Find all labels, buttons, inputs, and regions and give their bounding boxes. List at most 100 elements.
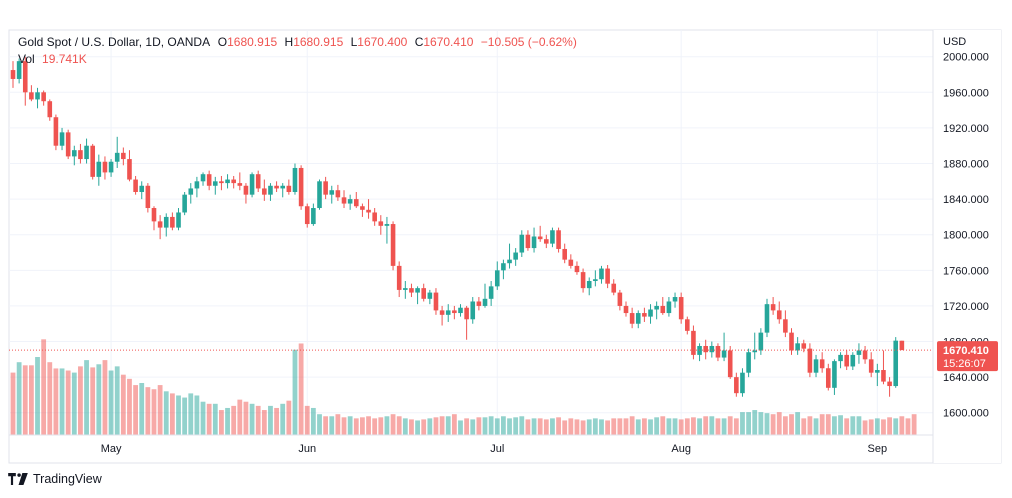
- volume-bar: [78, 366, 83, 435]
- volume-bar: [145, 387, 151, 435]
- candle-body: [139, 185, 145, 192]
- volume-bar: [844, 418, 850, 435]
- candle-body: [255, 174, 261, 189]
- x-tick-label: May: [101, 443, 122, 455]
- volume-bar: [740, 412, 745, 435]
- volume-bar: [513, 417, 519, 435]
- candle-body: [862, 350, 868, 360]
- candle-body: [660, 305, 666, 314]
- y-tick-label: 1880.000: [943, 159, 989, 171]
- candle-body: [16, 61, 22, 79]
- candle-body: [476, 301, 482, 306]
- candle-body: [390, 224, 396, 266]
- volume-bar: [648, 419, 653, 435]
- candle-body: [372, 212, 377, 222]
- volume-bar: [384, 416, 390, 435]
- candle-body: [360, 206, 365, 210]
- candle-body: [672, 297, 678, 302]
- candle-body: [206, 174, 212, 186]
- volume-bar: [488, 416, 494, 435]
- volume-bar: [84, 360, 89, 435]
- candle-body: [35, 92, 40, 100]
- candle-body: [29, 92, 34, 100]
- y-tick-label: 1760.000: [943, 265, 989, 277]
- candle-body: [335, 190, 341, 198]
- close-label: C: [414, 35, 424, 49]
- volume-bar: [629, 416, 635, 435]
- volume-bar: [782, 416, 788, 435]
- volume-bar: [789, 414, 794, 435]
- volume-bar: [574, 419, 580, 435]
- candle-body: [59, 132, 65, 146]
- candle-body: [262, 188, 267, 195]
- low-value: 1670.400: [357, 35, 408, 49]
- volume-bar: [721, 418, 727, 435]
- candle-body: [544, 239, 549, 244]
- candle-body: [844, 354, 849, 367]
- volume-bar: [580, 420, 586, 435]
- candle-body: [108, 161, 114, 173]
- volume-label[interactable]: Vol: [18, 52, 35, 66]
- candle-body: [593, 279, 598, 282]
- last-price-tag[interactable]: 1670.410 15:26:07: [937, 341, 998, 372]
- candle-body: [249, 174, 255, 195]
- volume-bar: [335, 414, 341, 435]
- candle-body: [734, 377, 739, 394]
- candle-body: [176, 212, 181, 228]
- bar-countdown: 15:26:07: [943, 358, 986, 370]
- volume-bar: [770, 414, 776, 435]
- volume-bar: [347, 416, 353, 435]
- last-price-value: 1670.410: [943, 345, 989, 357]
- high-value: 1680.915: [293, 35, 344, 49]
- y-axis[interactable]: 1600.0001640.0001680.0001720.0001760.000…: [943, 52, 989, 420]
- volume-bar: [807, 416, 813, 435]
- volume-bar: [409, 419, 414, 435]
- volume-bar: [672, 418, 678, 435]
- volume-bar: [421, 419, 427, 435]
- volume-bar: [543, 419, 549, 435]
- candle-body: [562, 248, 567, 260]
- candle-body: [396, 265, 402, 290]
- volume-bar: [188, 393, 194, 435]
- tradingview-brand[interactable]: TradingView: [8, 472, 102, 486]
- high-label: H: [284, 35, 294, 49]
- volume-bar: [261, 410, 267, 435]
- candle-body: [519, 234, 525, 253]
- last-price-tag-bg: [937, 341, 998, 372]
- candle-body: [685, 319, 690, 331]
- candle-body: [157, 221, 163, 228]
- volume-bar: [139, 383, 145, 435]
- volume-bar: [887, 417, 892, 435]
- candle-body: [243, 185, 249, 195]
- candle-body: [513, 252, 518, 260]
- candle-body: [899, 340, 905, 351]
- candle-body: [599, 268, 604, 280]
- candle-body: [715, 345, 721, 358]
- close-value: 1670.410: [423, 35, 474, 49]
- volume-bar: [200, 401, 206, 435]
- candle-body: [225, 179, 230, 184]
- candle-body: [770, 304, 776, 311]
- candle-body: [764, 304, 770, 333]
- symbol-title[interactable]: Gold Spot / U.S. Dollar, 1D, OANDA: [18, 35, 210, 49]
- volume-bar: [353, 418, 359, 435]
- volume-bar: [905, 418, 911, 435]
- volume-bar: [562, 420, 568, 435]
- volume-bar: [550, 418, 555, 435]
- volume-bar: [378, 417, 384, 435]
- volume-bar: [133, 385, 138, 435]
- tradingview-wordmark: TradingView: [33, 472, 102, 486]
- volume-bar: [22, 365, 28, 435]
- x-tick-label: Sep: [868, 443, 888, 455]
- candle-body: [580, 272, 586, 289]
- volume-bar: [96, 364, 102, 435]
- x-axis[interactable]: MayJunJulAugSepOctNov: [101, 443, 1012, 455]
- volume-bar: [194, 395, 200, 435]
- volume-bar: [182, 397, 188, 435]
- candle-body: [219, 181, 224, 184]
- candle-body: [776, 310, 782, 320]
- candle-body: [347, 199, 353, 204]
- candle-body: [501, 263, 506, 271]
- candle-body: [268, 185, 273, 195]
